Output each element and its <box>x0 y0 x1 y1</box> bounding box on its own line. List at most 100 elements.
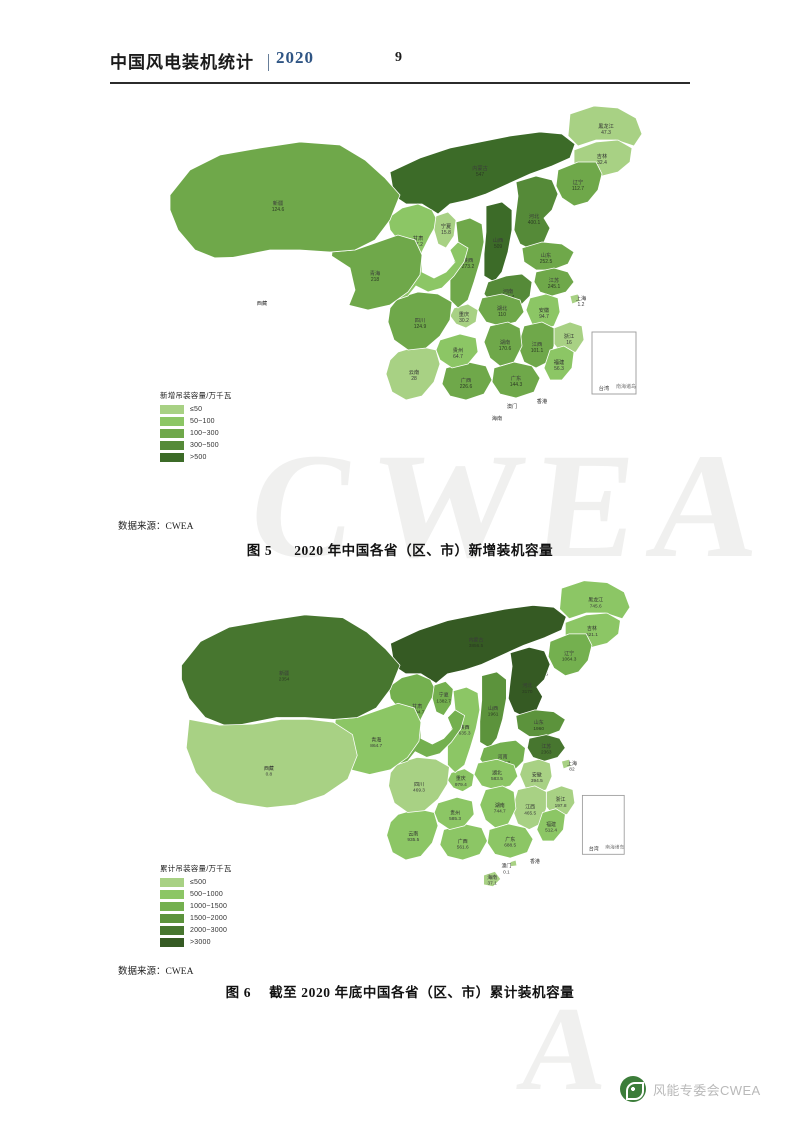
province-台湾[interactable]: 台湾 <box>585 819 602 853</box>
province-shape[interactable] <box>509 859 518 868</box>
province-shape[interactable] <box>553 321 585 355</box>
province-shape[interactable] <box>479 671 507 749</box>
province-西藏[interactable]: 西藏0.8 <box>185 718 358 809</box>
province-shape[interactable] <box>477 293 525 327</box>
province-shape[interactable] <box>449 303 479 329</box>
province-shape[interactable] <box>386 808 439 861</box>
province-shape[interactable] <box>561 758 572 770</box>
province-shape[interactable] <box>513 175 559 251</box>
province-shape[interactable] <box>387 291 453 351</box>
province-shape[interactable] <box>585 819 602 853</box>
province-shape[interactable] <box>555 161 603 207</box>
province-shape[interactable] <box>545 785 576 817</box>
province-shape[interactable] <box>483 201 513 283</box>
province-shape[interactable] <box>526 734 566 762</box>
province-shape[interactable] <box>507 646 551 718</box>
province-shape[interactable] <box>181 614 401 728</box>
province-香港[interactable]: 香港 <box>531 397 548 407</box>
province-shape[interactable] <box>388 757 450 813</box>
province-shape[interactable] <box>559 580 631 620</box>
province-shape[interactable] <box>547 633 593 677</box>
province-shape[interactable] <box>525 293 561 331</box>
province-shape[interactable] <box>439 823 488 861</box>
province-shape[interactable] <box>433 211 457 249</box>
province-shape[interactable] <box>389 131 576 215</box>
province-上海[interactable]: 上海1.2 <box>569 293 586 308</box>
province-shape[interactable] <box>390 605 567 684</box>
china-map-svg-new-capacity[interactable]: 黑龙江47.3吉林32.4辽宁112.7内蒙古547北京5.3天津9河北400.… <box>150 100 650 500</box>
province-shape[interactable] <box>536 808 566 842</box>
province-shape[interactable] <box>543 345 575 381</box>
province-shape[interactable] <box>473 758 519 791</box>
province-shape[interactable] <box>524 857 534 867</box>
province-shape[interactable] <box>483 870 502 888</box>
province-海南[interactable]: 海南 <box>487 411 507 429</box>
china-map-svg-cumulative-capacity[interactable]: 黑龙江745.6吉林621.1辽宁1064.3内蒙古3856.5北京24.5天津… <box>150 575 650 955</box>
province-shape[interactable] <box>431 680 454 717</box>
province-shape[interactable] <box>385 345 441 401</box>
province-台湾[interactable]: 台湾 <box>595 357 613 393</box>
province-shape[interactable] <box>174 251 356 346</box>
province-shape[interactable] <box>169 141 401 261</box>
province-shape[interactable] <box>519 758 553 794</box>
province-shape[interactable] <box>483 321 523 367</box>
province-shape[interactable] <box>441 361 493 401</box>
province-西藏[interactable]: 西藏 <box>174 251 356 346</box>
province-shape[interactable] <box>533 267 575 297</box>
province-shape[interactable] <box>515 399 524 408</box>
province-澳门[interactable]: 澳门0.1 <box>501 859 518 875</box>
province-shape[interactable] <box>491 361 541 399</box>
province-shape[interactable] <box>531 397 541 407</box>
province-香港[interactable]: 香港 <box>524 857 540 867</box>
province-澳门[interactable]: 澳门 <box>507 399 524 410</box>
province-shape[interactable] <box>479 785 517 829</box>
province-shape[interactable] <box>185 718 358 809</box>
province-shape[interactable] <box>595 357 613 393</box>
province-shape[interactable] <box>487 823 534 859</box>
map-new-capacity-2020[interactable]: 黑龙江47.3吉林32.4辽宁112.7内蒙古547北京5.3天津9河北400.… <box>0 100 800 560</box>
province-shape[interactable] <box>447 768 475 793</box>
province-shape[interactable] <box>521 241 575 271</box>
province-shape[interactable] <box>567 105 643 147</box>
province-shape[interactable] <box>487 411 507 429</box>
